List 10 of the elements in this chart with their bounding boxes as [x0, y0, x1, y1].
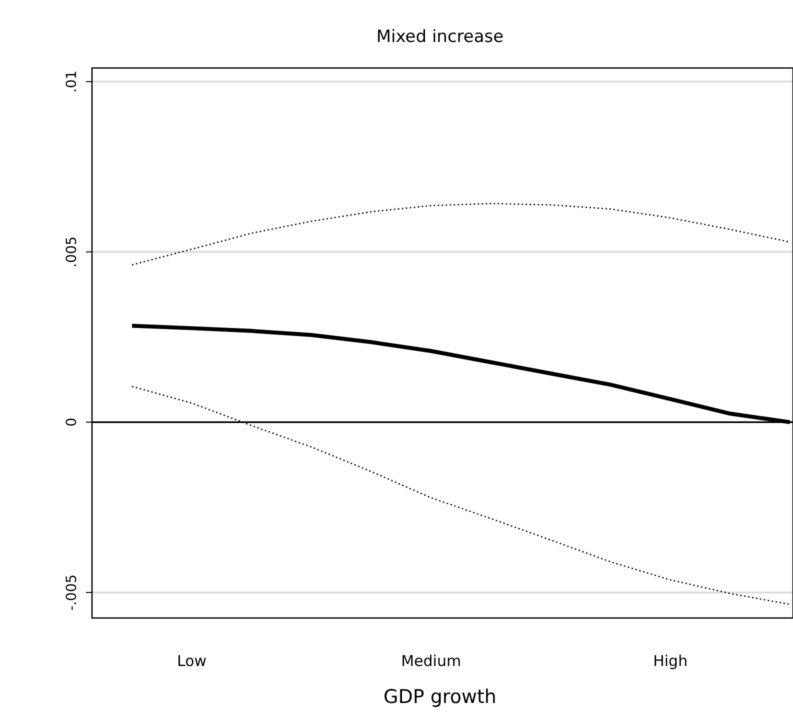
y-tick-label: -.005	[64, 574, 80, 611]
y-tick-label: 0	[64, 418, 80, 427]
x-axis-title: GDP growth	[384, 686, 496, 708]
y-tick-label: .005	[64, 236, 80, 268]
x-tick-label: High	[653, 652, 688, 670]
chart-title: Mixed increase	[376, 27, 504, 47]
line-series	[131, 202, 791, 266]
x-tick-label: Low	[177, 652, 207, 670]
y-tick-label: .01	[64, 70, 80, 93]
x-tick-label: Medium	[401, 652, 462, 670]
